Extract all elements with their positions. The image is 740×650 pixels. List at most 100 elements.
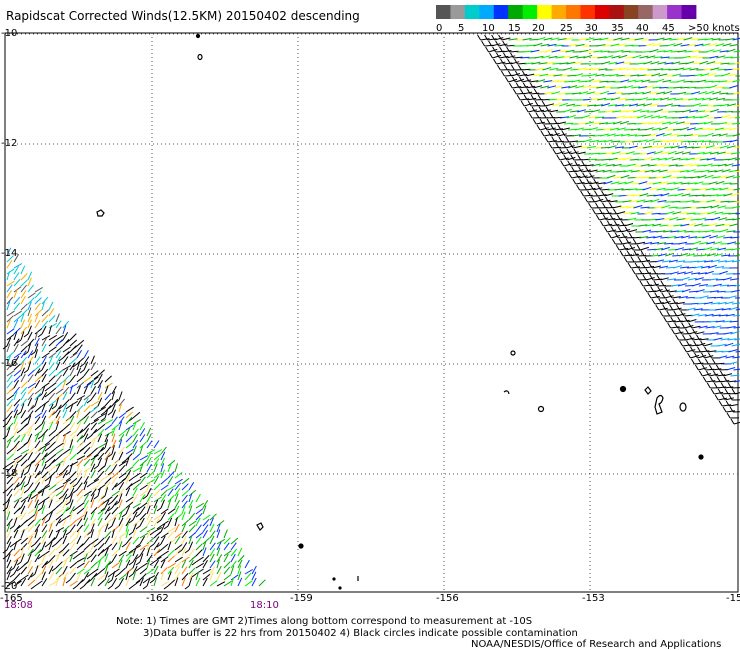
- wind-barb: [146, 537, 155, 545]
- wind-barb: [722, 406, 727, 413]
- wind-barb: [563, 108, 572, 113]
- wind-barb: [104, 547, 109, 557]
- wind-barb: [83, 550, 92, 557]
- wind-barb: [34, 320, 41, 329]
- wind-barb: [728, 349, 738, 353]
- wind-barb: [508, 78, 518, 83]
- wind-barb: [572, 178, 577, 185]
- wind-barb: [718, 80, 728, 83]
- wind-barb: [730, 289, 740, 293]
- wind-barb: [111, 554, 118, 563]
- wind-barb: [132, 472, 141, 479]
- wind-barb: [30, 459, 36, 464]
- wind-barb: [104, 464, 111, 473]
- wind-barb: [701, 364, 706, 371]
- wind-barb: [62, 506, 69, 515]
- wind-barb: [528, 109, 538, 113]
- wind-barb: [652, 181, 662, 185]
- wind-barb: [551, 136, 556, 143]
- wind-barb: [648, 262, 653, 269]
- wind-barb: [160, 571, 165, 581]
- wind-barb: [655, 37, 665, 41]
- wind-barb: [160, 451, 166, 461]
- wind-barb: [580, 158, 590, 161]
- wind-barb: [142, 585, 148, 590]
- wind-barb: [503, 62, 513, 65]
- wind-barb: [55, 518, 62, 527]
- wind-barb: [629, 199, 639, 203]
- wind-barb: [630, 128, 640, 131]
- wind-barb: [661, 121, 671, 125]
- wind-barb: [619, 120, 629, 125]
- wind-barb: [118, 451, 124, 461]
- wind-barb: [55, 561, 63, 569]
- wind-barb: [62, 399, 70, 407]
- wind-barb: [551, 91, 561, 95]
- wind-barb: [706, 157, 716, 161]
- wind-barb: [90, 439, 96, 449]
- wind-barb: [13, 434, 21, 443]
- wind-barb: [139, 548, 146, 557]
- wind-barb: [69, 505, 75, 515]
- wind-barb: [704, 313, 714, 317]
- wind-barb: [13, 289, 18, 299]
- wind-barb: [715, 266, 725, 269]
- wind-barb: [62, 346, 71, 353]
- wind-barb: [90, 400, 99, 407]
- wind-barb: [641, 262, 646, 269]
- wind-barb: [693, 340, 698, 347]
- wind-barb: [664, 62, 674, 65]
- wind-barb: [20, 574, 29, 581]
- wind-barb: [650, 198, 660, 203]
- wind-barb: [663, 49, 673, 53]
- wind-barb: [13, 331, 18, 341]
- wind-barb: [181, 535, 187, 545]
- island: [338, 586, 342, 590]
- wind-barb: [55, 374, 62, 383]
- wind-barb: [125, 517, 131, 527]
- legend-label: 0: [436, 23, 442, 34]
- wind-barb: [20, 403, 25, 413]
- wind-barb: [153, 560, 160, 569]
- wind-barb: [97, 524, 105, 533]
- wind-barb: [726, 145, 736, 149]
- wind-barb: [48, 529, 54, 539]
- wind-barb: [693, 308, 703, 311]
- wind-barb: [83, 385, 89, 395]
- wind-barb: [708, 352, 712, 359]
- wind-barb: [216, 571, 222, 581]
- wind-barb: [9, 543, 15, 548]
- wind-speed-legend: 0 5 10 15 20 25 30 35 40 45 >50 knots: [436, 5, 740, 34]
- wind-barb: [706, 199, 716, 203]
- wind-barb: [111, 433, 116, 443]
- wind-barb: [622, 156, 632, 161]
- wind-barb: [572, 145, 582, 149]
- wind-barb: [714, 391, 724, 395]
- wind-barb: [34, 388, 43, 395]
- wind-barb: [608, 104, 618, 107]
- wind-barb: [48, 403, 54, 413]
- wind-barb: [582, 172, 587, 179]
- wind-barb: [34, 463, 40, 473]
- wind-barb: [711, 216, 721, 221]
- wind-barb: [585, 37, 595, 41]
- wind-barb: [607, 232, 612, 239]
- wind-barb: [139, 428, 146, 437]
- wind-barb: [724, 163, 734, 167]
- wind-barb: [160, 477, 169, 485]
- wind-barb: [704, 174, 714, 179]
- wind-barb: [646, 151, 656, 155]
- note-line-3: NOAA/NESDIS/Office of Research and Appli…: [471, 639, 722, 650]
- wind-barb: [69, 362, 76, 371]
- wind-barb: [107, 507, 113, 512]
- wind-barb: [688, 331, 698, 335]
- wind-barb: [34, 392, 42, 401]
- wind-barb: [90, 379, 95, 389]
- wind-barb: [696, 302, 706, 305]
- wind-barb: [48, 352, 57, 359]
- wind-barb: [555, 142, 560, 149]
- wind-barb: [69, 429, 78, 437]
- wind-barb: [30, 573, 36, 578]
- wind-barb: [34, 482, 41, 491]
- wind-barb: [167, 562, 176, 569]
